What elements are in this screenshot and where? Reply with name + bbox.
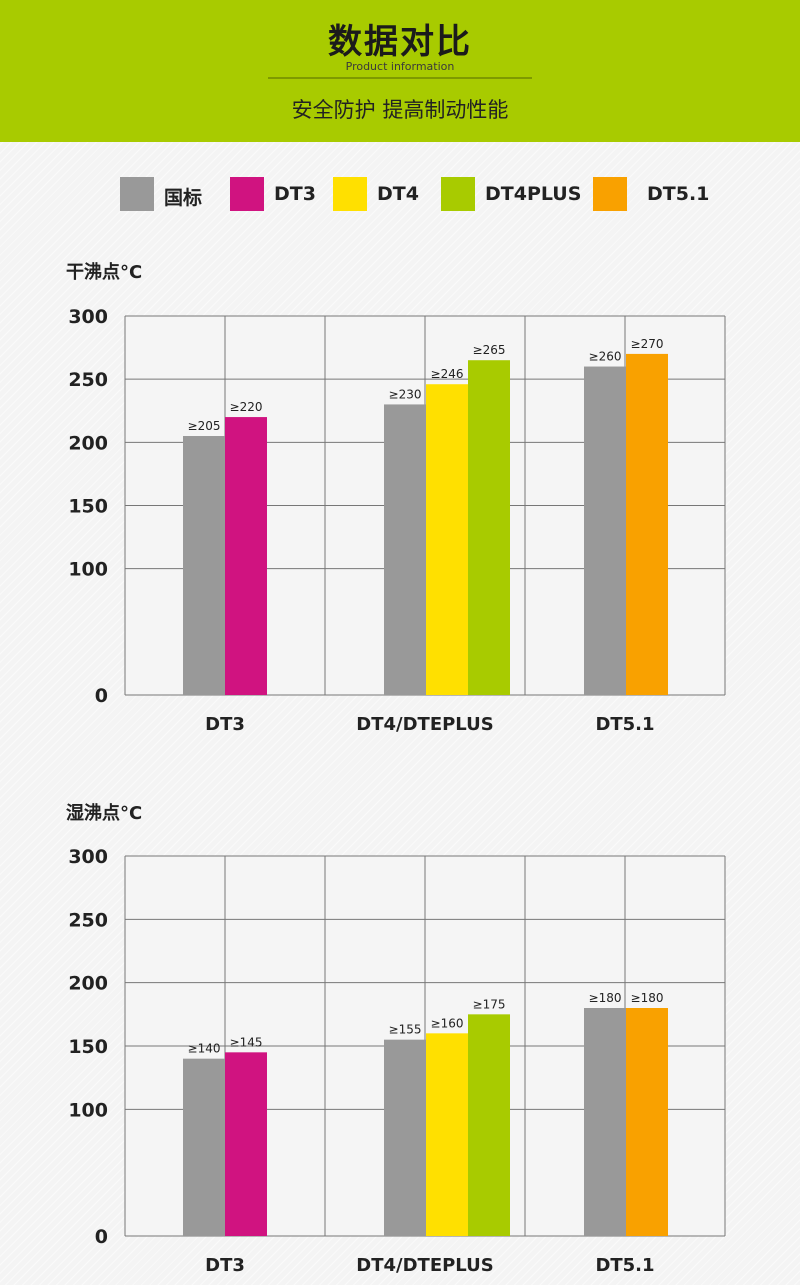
page-tagline: 安全防护 提高制动性能 [291,98,509,122]
data-label: ≥180 [589,991,622,1005]
bar-1-1 [426,384,468,695]
legend-label-dt3: DT3 [274,183,316,205]
y-tick-label: 100 [68,559,108,581]
bar-2-1 [626,353,668,695]
data-label: ≥260 [589,350,622,364]
y-tick-label: 200 [68,973,108,995]
y-tick-label: 250 [68,369,108,391]
data-label: ≥270 [631,337,664,351]
data-label: ≥246 [431,367,464,381]
chart-title-dry-boiling: 干沸点°C [66,262,143,283]
x-category-label: DT5.1 [595,1255,654,1276]
legend-label-guobiao: 国标 [164,187,203,209]
y-tick-label: 150 [68,496,108,518]
bar-1-2 [468,360,510,695]
data-label: ≥265 [473,343,506,357]
data-label: ≥160 [431,1016,464,1030]
page-title: 数据对比 [328,22,472,62]
legend-swatch-dt3 [230,177,264,211]
y-tick-label: 0 [95,1226,108,1248]
y-tick-label: 200 [68,432,108,454]
legend-label-dt4: DT4 [377,183,419,205]
data-label: ≥230 [389,387,422,401]
data-label: ≥155 [389,1023,422,1037]
wet-boiling-chart: 0 100 150 200 250 300 ≥140 ≥145 DT3 ≥155 ≥160 ≥175 D… [68,846,726,1276]
x-category-label: DT5.1 [595,714,654,735]
title-divider [268,77,532,79]
legend-swatch-dt4plus [441,177,475,211]
data-label: ≥220 [230,400,263,414]
dry-boiling-chart: 0 100 150 200 250 300 ≥205 ≥220 DT3 ≥230 ≥246 ≥265 D… [68,306,726,735]
data-label: ≥205 [188,419,221,433]
x-category-label: DT3 [205,714,245,735]
bar-2-0 [584,1008,626,1236]
legend-swatch-dt51 [593,177,627,211]
x-category-label: DT3 [205,1255,245,1276]
y-tick-label: 300 [68,306,108,328]
x-category-label: DT4/DTEPLUS [356,1255,493,1276]
bar-1-1 [426,1033,468,1236]
bar-2-0 [584,366,626,695]
y-tick-label: 300 [68,846,108,868]
data-label: ≥140 [188,1042,221,1056]
bar-0-0 [183,1058,225,1236]
legend-label-dt51: DT5.1 [647,183,710,205]
legend-swatch-guobiao [120,177,154,211]
legend: 国标 DT3 DT4 DT4PLUS DT5.1 [0,177,800,213]
bar-0-0 [183,436,225,695]
y-tick-label: 150 [68,1036,108,1058]
bar-0-1 [225,417,267,695]
data-label: ≥175 [473,997,506,1011]
y-tick-label: 100 [68,1099,108,1121]
legend-swatch-dt4 [333,177,367,211]
y-tick-label: 0 [95,685,108,707]
legend-label-dt4plus: DT4PLUS [485,183,582,205]
bar-1-0 [384,404,426,695]
bar-0-1 [225,1052,267,1236]
data-label: ≥180 [631,991,664,1005]
data-label: ≥145 [230,1035,263,1049]
bar-2-1 [626,1008,668,1236]
page-subtitle: Product information [345,60,455,73]
bar-1-2 [468,1014,510,1236]
header-banner: 数据对比 Product information 安全防护 提高制动性能 [0,0,800,142]
bar-1-0 [384,1039,426,1236]
x-category-label: DT4/DTEPLUS [356,714,493,735]
chart-title-wet-boiling: 湿沸点°C [66,803,143,824]
y-tick-label: 250 [68,909,108,931]
